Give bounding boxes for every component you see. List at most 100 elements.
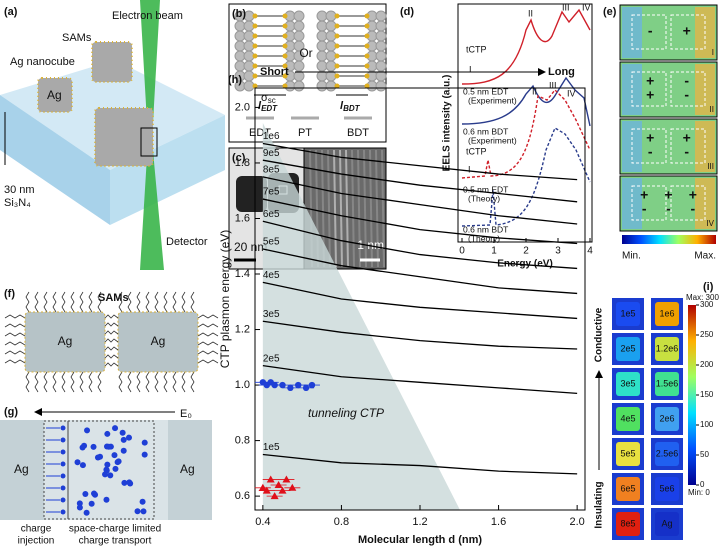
charge xyxy=(104,430,111,437)
sulfur xyxy=(282,53,288,59)
charge-sign: - xyxy=(690,201,695,217)
lattice-fringe xyxy=(339,149,343,268)
cube-outline xyxy=(631,185,667,221)
conductivity-core xyxy=(655,512,679,536)
sam-chain xyxy=(154,291,159,313)
panel-label: (f) xyxy=(4,288,15,300)
colorbar-label: Max: 300 xyxy=(686,293,719,302)
sam-chain xyxy=(145,291,150,313)
series-label: 8e5 xyxy=(263,164,280,175)
label: Electron beam xyxy=(112,10,183,22)
sam-chain xyxy=(145,371,150,393)
charge xyxy=(140,508,147,515)
sulfur xyxy=(282,83,288,89)
charge xyxy=(84,427,91,434)
colorbar-tick-label: 0 xyxy=(700,480,705,489)
map-label: 2e6 xyxy=(659,413,674,423)
sulfur xyxy=(364,83,370,89)
sam-chain xyxy=(197,332,219,337)
cube-outline xyxy=(631,128,667,164)
label: SAMs xyxy=(98,292,129,304)
sam-chain xyxy=(52,291,57,313)
lattice-fringe xyxy=(333,149,337,268)
charge xyxy=(60,473,66,479)
colorbar-tick-label: 150 xyxy=(700,390,714,399)
sam-chain xyxy=(4,341,26,346)
map-label: 5e5 xyxy=(620,448,635,458)
field-hotspot xyxy=(622,121,642,172)
y-tick-label: 1.4 xyxy=(235,268,250,280)
colorbar xyxy=(688,305,696,485)
cube-outline xyxy=(670,128,706,164)
data-point xyxy=(266,475,275,483)
conductivity-core xyxy=(616,407,640,431)
ag-electrode xyxy=(168,420,212,520)
x-tick-label: 1 xyxy=(491,246,497,257)
sam-chain xyxy=(79,371,84,393)
map-label: 1e6 xyxy=(659,308,674,318)
charge xyxy=(103,496,110,503)
sam-chain xyxy=(4,314,26,319)
peak-label: IV xyxy=(567,88,576,98)
x-tick-label: 1.2 xyxy=(412,516,427,528)
colorbar-tick-label: 100 xyxy=(700,420,714,429)
sam-chain xyxy=(4,323,26,328)
arrow-head xyxy=(538,68,546,76)
charge xyxy=(119,429,126,436)
length-label: lEDT xyxy=(258,100,278,113)
charge-sign: - xyxy=(666,201,671,217)
sam-chain xyxy=(70,291,75,313)
data-point xyxy=(262,486,271,494)
charge xyxy=(141,451,148,458)
map-label: 1e5 xyxy=(620,308,635,318)
atom xyxy=(375,60,387,72)
sam-chain xyxy=(25,291,30,313)
atom xyxy=(293,20,305,32)
sam-chain xyxy=(197,359,219,364)
arrow-head xyxy=(34,408,42,416)
sam-chain xyxy=(118,291,123,313)
series-label: 1e6 xyxy=(263,131,280,142)
mode-label: III xyxy=(707,162,714,171)
charge xyxy=(60,497,66,503)
cube-outline xyxy=(670,14,706,50)
y-tick-label: 1.6 xyxy=(235,212,250,224)
sam-chain xyxy=(136,291,141,313)
charge xyxy=(60,509,66,515)
charge-sign: + xyxy=(683,23,691,39)
symbol: σ xyxy=(261,92,268,104)
data-point xyxy=(287,384,294,392)
sam-chain xyxy=(70,371,75,393)
charge-sign: + xyxy=(664,187,672,203)
symbol: l xyxy=(258,100,262,112)
charge xyxy=(60,461,66,467)
curve-label: (Theory) xyxy=(468,233,500,243)
lattice-fringe xyxy=(357,149,361,268)
sam-chain xyxy=(34,371,39,393)
region-label: tunneling CTP xyxy=(308,406,384,420)
sulfur xyxy=(364,53,370,59)
data-point xyxy=(302,384,310,392)
sam-chain xyxy=(104,354,119,359)
x-tick-label: 0.4 xyxy=(255,516,270,528)
series-label: 6e5 xyxy=(263,209,280,220)
curve-label: 0.5 nm EDT xyxy=(463,184,508,194)
sam-chain xyxy=(181,371,186,393)
field-hotspot xyxy=(622,7,642,58)
sulfur xyxy=(334,83,340,89)
label: Ag nanocube xyxy=(10,56,75,68)
charge xyxy=(81,442,88,449)
line xyxy=(262,320,578,350)
subscript: EDT xyxy=(261,104,278,113)
field-hotspot xyxy=(622,178,642,229)
axis-note: Insulating xyxy=(594,481,605,528)
sam-chain xyxy=(61,291,66,313)
charge xyxy=(74,459,81,466)
atom xyxy=(293,10,305,22)
conductivity-core xyxy=(616,477,640,501)
charge xyxy=(120,436,127,443)
conductivity-core xyxy=(655,477,679,501)
series-label: 7e5 xyxy=(263,187,280,198)
map-label: 4e5 xyxy=(620,413,635,423)
sulfur xyxy=(252,53,258,59)
